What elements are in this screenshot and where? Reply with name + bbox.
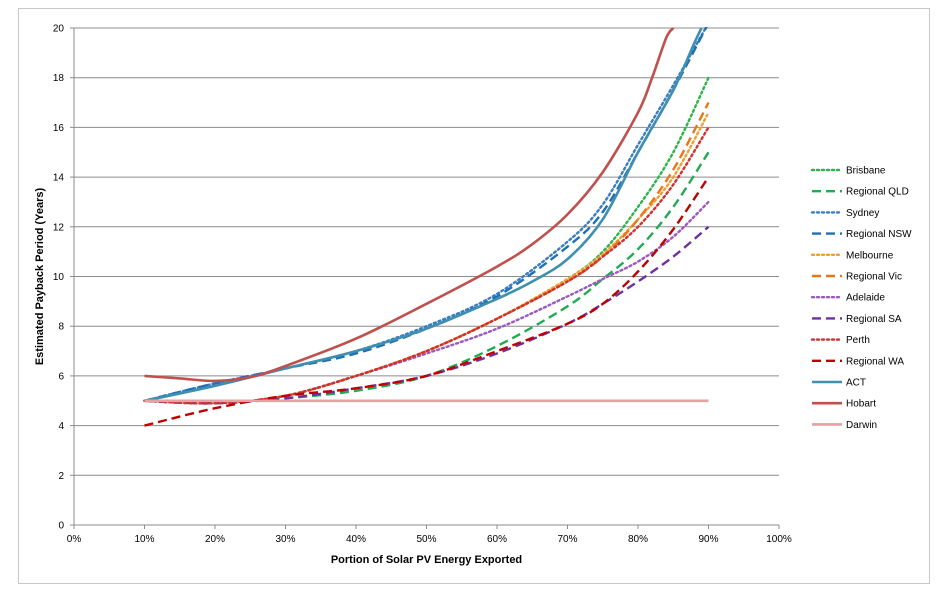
legend-label-hobart: Hobart [846,399,876,410]
legend-label-regional-wa: Regional WA [846,356,904,367]
y-tick-label: 10 [53,272,65,283]
x-tick-label: 10% [134,534,154,545]
legend-label-regional-vic: Regional Vic [846,272,902,283]
legend-label-act: ACT [846,378,866,389]
series-line-melbourne [143,111,710,405]
legend: Brisbane Regional QLD Sydney Regional NSW Me… [810,166,912,431]
y-tick-label: 12 [53,222,65,233]
legend-label-brisbane: Brisbane [846,166,886,177]
x-tick-label: 60% [487,534,507,545]
x-tick-label: 90% [698,534,718,545]
series-lines [143,27,710,427]
x-tick-label: 100% [766,534,792,545]
y-tick-label: 16 [53,123,65,134]
y-tick-label: 2 [58,471,64,482]
axes [70,27,780,529]
gridlines [74,27,779,476]
x-axis-title: Portion of Solar PV Energy Exported [331,554,522,566]
y-axis-title: Estimated Payback Period (Years) [34,188,46,366]
legend-label-adelaide: Adelaide [846,293,885,304]
series-line-regional-nsw [144,27,708,402]
legend-label-regional-qld: Regional QLD [846,187,909,198]
x-tick-label: 70% [557,534,577,545]
series-line-hobart [144,27,675,383]
x-tick-label: 30% [275,534,295,545]
series-line-regional-qld [144,151,710,405]
y-tick-label: 0 [58,521,64,532]
y-tick-label: 20 [53,24,65,35]
series-line-regional-wa [144,176,710,427]
legend-label-regional-sa: Regional SA [846,314,902,325]
y-tick-label: 6 [58,371,64,382]
y-tick-label: 14 [53,173,65,184]
y-tick-label: 4 [58,421,64,432]
series-line-act [144,27,703,403]
x-tick-label: 0% [67,534,82,545]
y-tick-label: 18 [53,73,65,84]
series-line-regional-vic [144,102,710,405]
chart-frame [18,8,930,584]
x-tick-label: 40% [346,534,366,545]
series-line-sydney [143,27,708,402]
legend-label-darwin: Darwin [846,420,877,431]
legend-label-melbourne: Melbourne [846,250,894,261]
legend-label-perth: Perth [846,335,870,346]
legend-label-sydney: Sydney [846,208,879,219]
x-tick-labels: 0% 10% 20% 30% 40% 50% 60% 70% 80% 90% 100% [67,534,792,545]
x-tick-label: 20% [205,534,225,545]
x-tick-label: 50% [416,534,436,545]
y-tick-labels: 0 2 4 6 8 10 12 14 16 18 20 [53,24,65,532]
y-tick-label: 8 [58,322,64,333]
legend-label-regional-nsw: Regional NSW [846,229,912,240]
x-tick-label: 80% [628,534,648,545]
